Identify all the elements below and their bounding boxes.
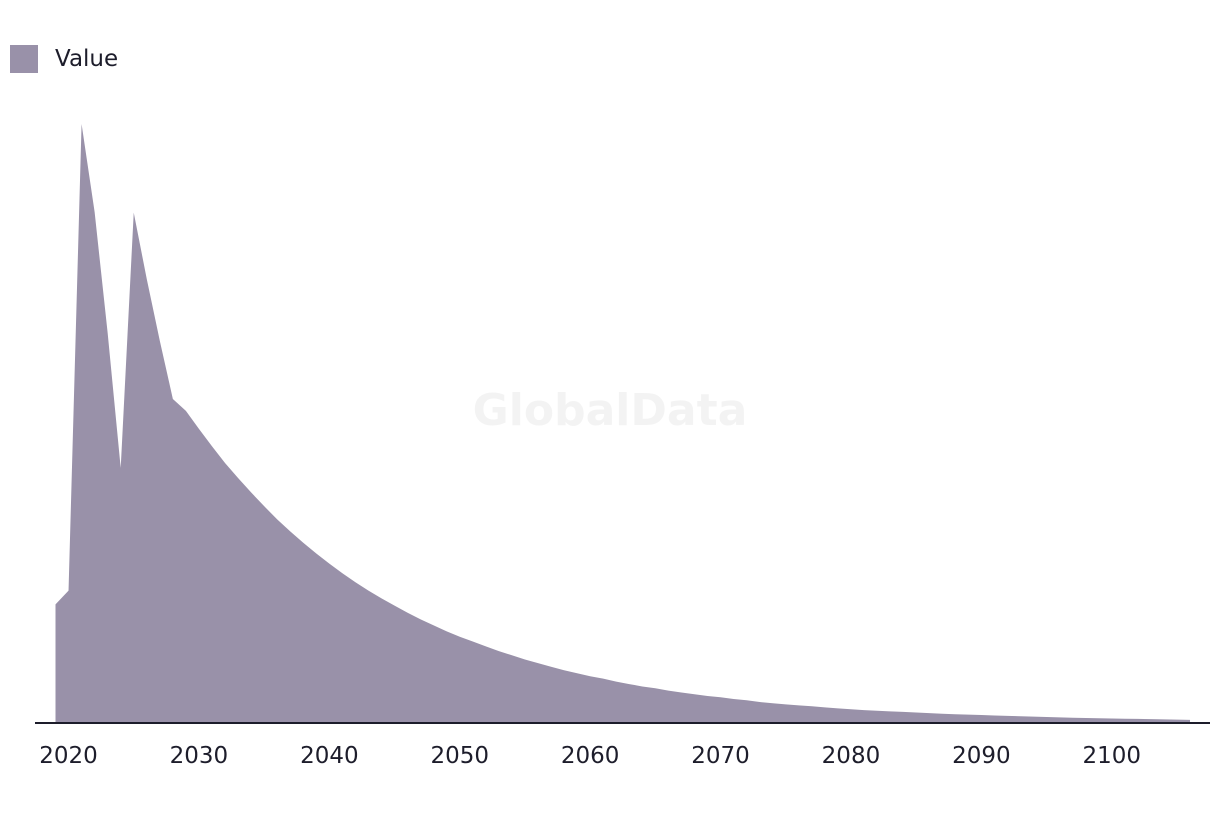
x-axis-ticks: 2020 2030 2040 2050 2060 2070 2080 2090 2100 <box>39 743 1141 769</box>
x-tick-label-2100: 2100 <box>1082 743 1141 769</box>
x-tick-label-2080: 2080 <box>822 743 881 769</box>
legend-label-value: Value <box>55 46 118 72</box>
x-tick-label-2040: 2040 <box>300 743 359 769</box>
x-tick-label-2030: 2030 <box>170 743 229 769</box>
legend: Value <box>10 45 118 73</box>
x-tick-label-2090: 2090 <box>952 743 1011 769</box>
x-tick-label-2020: 2020 <box>39 743 98 769</box>
x-tick-label-2050: 2050 <box>430 743 489 769</box>
x-tick-label-2070: 2070 <box>691 743 750 769</box>
area-series-value <box>55 124 1190 723</box>
legend-swatch-value <box>10 45 38 73</box>
x-tick-label-2060: 2060 <box>561 743 620 769</box>
series-layer <box>55 124 1190 723</box>
watermark: GlobalData <box>473 385 748 436</box>
